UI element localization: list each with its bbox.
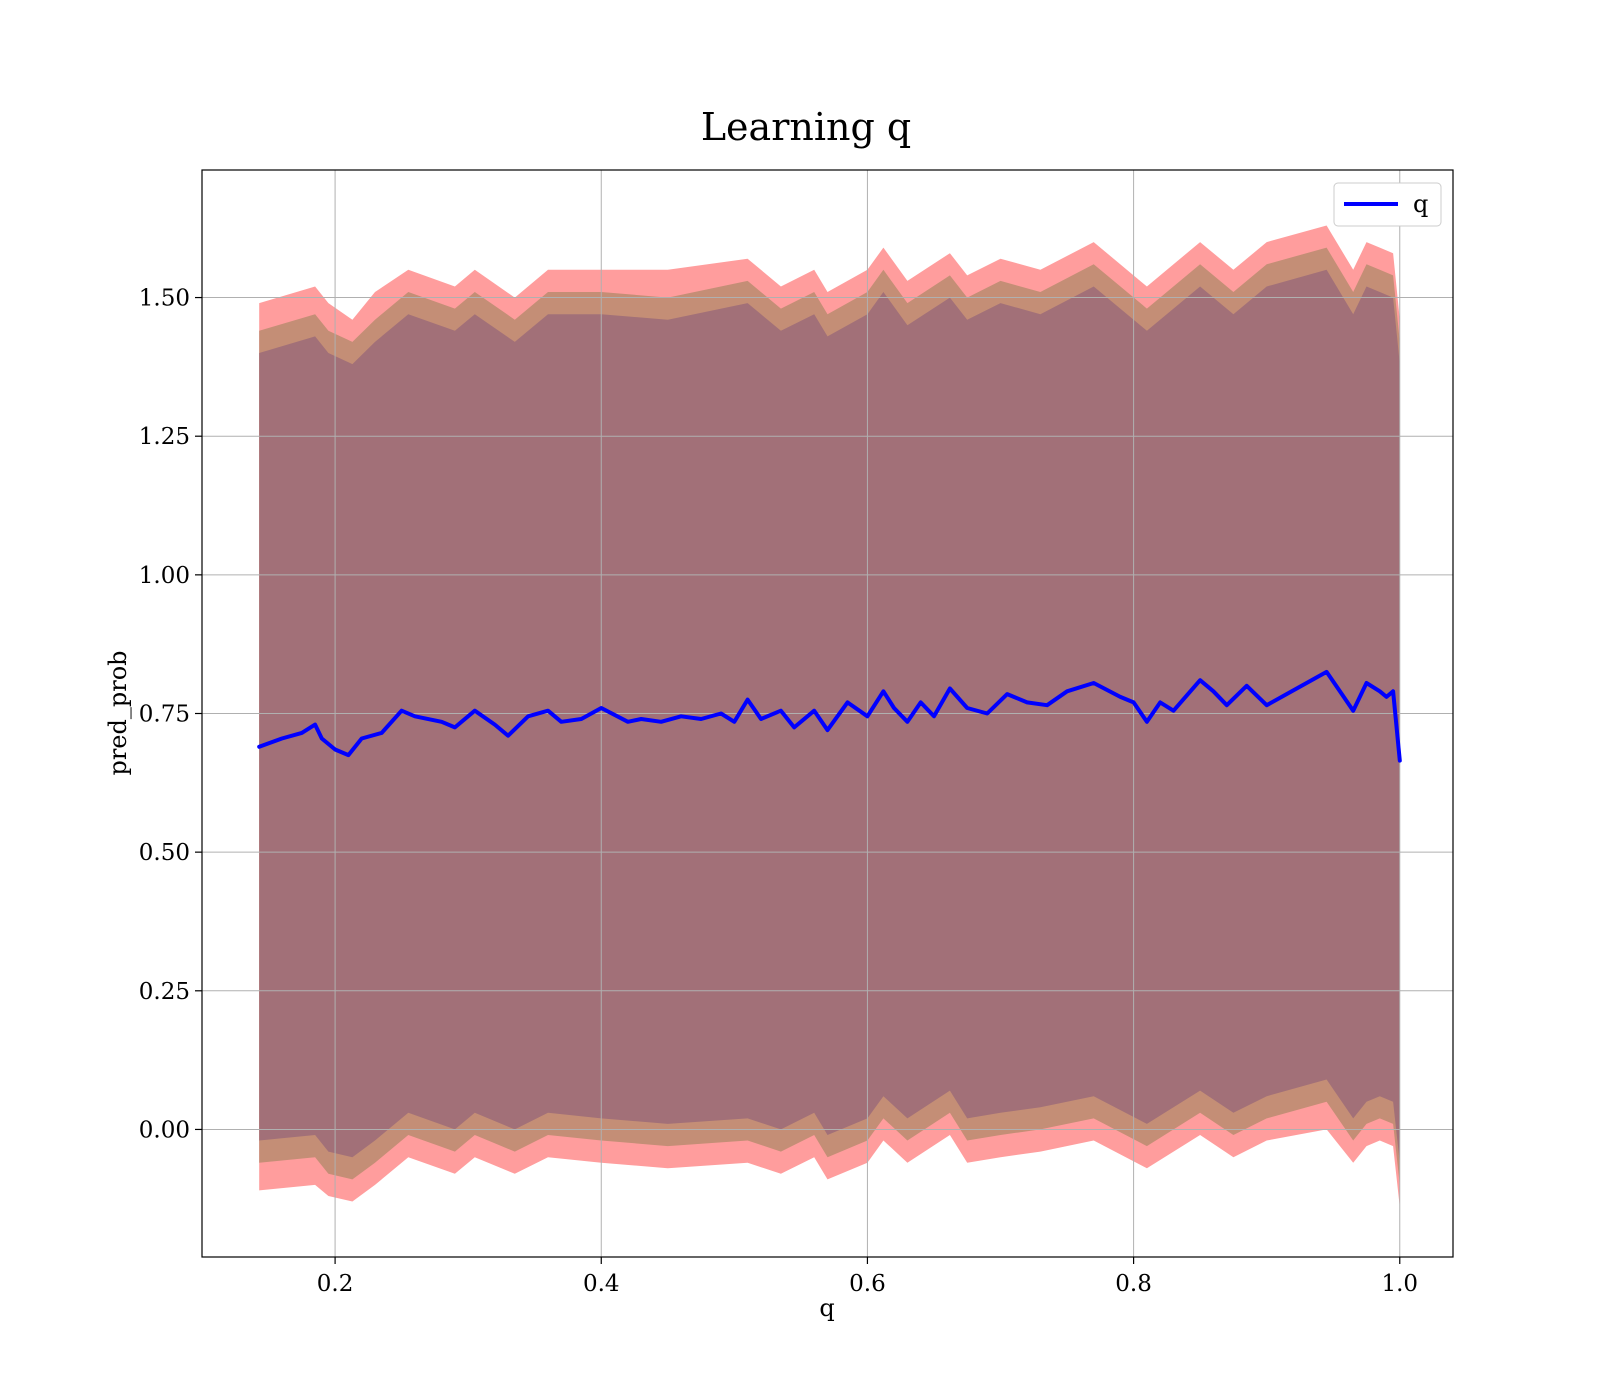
series-line-q: [257, 669, 1402, 763]
legend-entry-q: q: [1413, 190, 1428, 218]
y-tick-label: 0.50: [139, 840, 190, 866]
y-axis-ticks: 0.00 0.25 0.50 0.75 1.00 1.25 1.50: [139, 286, 202, 1143]
x-tick-label: 0.4: [583, 1271, 620, 1297]
x-tick-label: 0.2: [317, 1271, 354, 1297]
x-tick-label: 0.8: [1115, 1271, 1152, 1297]
series-lines: [257, 669, 1402, 763]
x-tick-label: 1.0: [1381, 1271, 1418, 1297]
y-tick-label: 1.00: [139, 563, 190, 589]
gridlines: [202, 170, 1453, 1257]
y-tick-label: 0.75: [139, 702, 190, 728]
y-tick-label: 1.50: [139, 286, 190, 312]
y-tick-label: 1.25: [139, 424, 190, 450]
chart-title: Learning q: [701, 105, 911, 149]
x-axis-label: q: [819, 1294, 834, 1322]
y-tick-label: 0.25: [139, 979, 190, 1005]
x-tick-label: 0.6: [849, 1271, 886, 1297]
y-tick-label: 0.00: [139, 1117, 190, 1143]
x-axis-ticks: 0.2 0.4 0.6 0.8 1.0: [317, 1257, 1418, 1297]
y-axis-label: pred_prob: [104, 650, 132, 775]
legend: q: [1333, 182, 1442, 227]
band-2: [259, 269, 1400, 1163]
confidence-bands: [259, 225, 1400, 1208]
